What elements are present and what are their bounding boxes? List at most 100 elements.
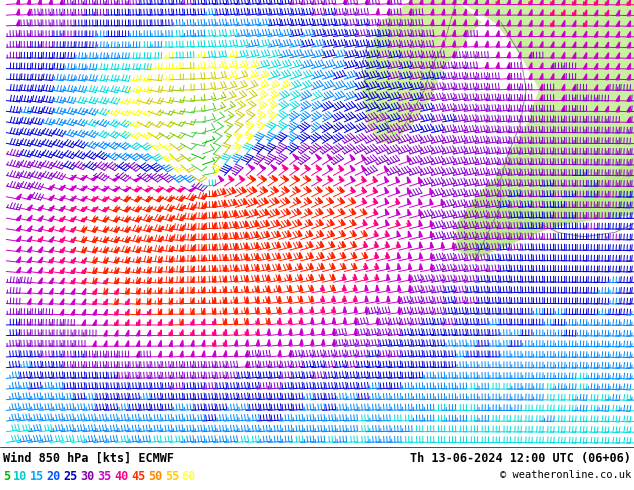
Polygon shape xyxy=(245,243,249,248)
Polygon shape xyxy=(60,278,64,284)
Polygon shape xyxy=(70,175,76,180)
Polygon shape xyxy=(616,106,619,112)
Polygon shape xyxy=(441,199,444,205)
Polygon shape xyxy=(245,265,249,270)
Polygon shape xyxy=(267,275,270,281)
Polygon shape xyxy=(180,288,183,293)
Polygon shape xyxy=(145,187,153,192)
Polygon shape xyxy=(300,274,302,280)
Polygon shape xyxy=(583,21,586,26)
Polygon shape xyxy=(135,207,142,212)
Polygon shape xyxy=(169,298,172,304)
Polygon shape xyxy=(202,308,205,314)
Polygon shape xyxy=(235,243,238,249)
Polygon shape xyxy=(605,10,609,16)
Polygon shape xyxy=(594,10,598,16)
Polygon shape xyxy=(256,307,259,313)
Polygon shape xyxy=(518,20,521,26)
Polygon shape xyxy=(115,289,119,294)
Polygon shape xyxy=(289,340,292,345)
Polygon shape xyxy=(343,285,346,291)
Polygon shape xyxy=(627,21,631,26)
Polygon shape xyxy=(350,154,355,160)
Polygon shape xyxy=(309,220,313,225)
Polygon shape xyxy=(430,253,434,259)
Polygon shape xyxy=(430,0,434,4)
Polygon shape xyxy=(191,224,195,230)
Polygon shape xyxy=(496,9,499,15)
Polygon shape xyxy=(213,201,216,207)
Polygon shape xyxy=(442,30,444,36)
Polygon shape xyxy=(551,42,554,47)
Polygon shape xyxy=(147,298,151,304)
Polygon shape xyxy=(605,106,609,112)
Polygon shape xyxy=(38,236,43,242)
Polygon shape xyxy=(518,41,521,47)
Polygon shape xyxy=(594,85,598,90)
Polygon shape xyxy=(81,186,87,191)
Polygon shape xyxy=(82,299,86,304)
Polygon shape xyxy=(38,298,42,304)
Polygon shape xyxy=(38,268,42,273)
Polygon shape xyxy=(273,187,278,192)
Polygon shape xyxy=(278,242,281,248)
Polygon shape xyxy=(180,319,183,325)
Polygon shape xyxy=(529,0,532,4)
Polygon shape xyxy=(551,31,554,37)
Polygon shape xyxy=(60,0,63,4)
Polygon shape xyxy=(27,226,32,231)
Polygon shape xyxy=(245,308,249,313)
Polygon shape xyxy=(191,204,196,210)
Polygon shape xyxy=(70,227,76,232)
Polygon shape xyxy=(180,256,184,262)
Polygon shape xyxy=(272,175,278,181)
Polygon shape xyxy=(278,329,281,335)
Polygon shape xyxy=(169,236,174,241)
Polygon shape xyxy=(396,198,400,204)
Polygon shape xyxy=(180,351,183,357)
Polygon shape xyxy=(60,289,64,294)
Polygon shape xyxy=(616,74,619,80)
Polygon shape xyxy=(147,288,151,294)
Polygon shape xyxy=(278,231,280,237)
Polygon shape xyxy=(278,264,281,270)
Polygon shape xyxy=(256,243,259,248)
Polygon shape xyxy=(463,0,467,4)
Polygon shape xyxy=(278,318,281,324)
Polygon shape xyxy=(397,220,400,226)
Polygon shape xyxy=(202,297,205,303)
Polygon shape xyxy=(353,230,356,236)
Polygon shape xyxy=(191,298,194,303)
Polygon shape xyxy=(82,309,86,315)
Text: 30: 30 xyxy=(81,470,94,483)
Polygon shape xyxy=(114,237,120,243)
Polygon shape xyxy=(213,212,216,218)
Polygon shape xyxy=(496,62,499,68)
Polygon shape xyxy=(350,165,355,171)
Polygon shape xyxy=(245,253,249,260)
Polygon shape xyxy=(126,257,130,263)
Polygon shape xyxy=(289,296,292,302)
Polygon shape xyxy=(594,42,598,48)
Polygon shape xyxy=(540,42,543,47)
Polygon shape xyxy=(453,41,456,47)
Polygon shape xyxy=(341,220,345,225)
Polygon shape xyxy=(343,252,346,258)
Polygon shape xyxy=(256,264,259,270)
Polygon shape xyxy=(191,319,194,325)
Polygon shape xyxy=(191,256,195,261)
Polygon shape xyxy=(49,0,53,4)
Polygon shape xyxy=(178,188,185,192)
Polygon shape xyxy=(387,242,389,247)
Polygon shape xyxy=(191,266,194,272)
Polygon shape xyxy=(300,339,303,345)
Polygon shape xyxy=(213,191,216,196)
Polygon shape xyxy=(245,275,249,281)
Polygon shape xyxy=(529,52,532,58)
Polygon shape xyxy=(256,340,259,345)
Polygon shape xyxy=(136,217,141,222)
Polygon shape xyxy=(387,8,390,14)
Polygon shape xyxy=(420,253,422,259)
Polygon shape xyxy=(319,208,323,215)
Polygon shape xyxy=(224,318,227,324)
